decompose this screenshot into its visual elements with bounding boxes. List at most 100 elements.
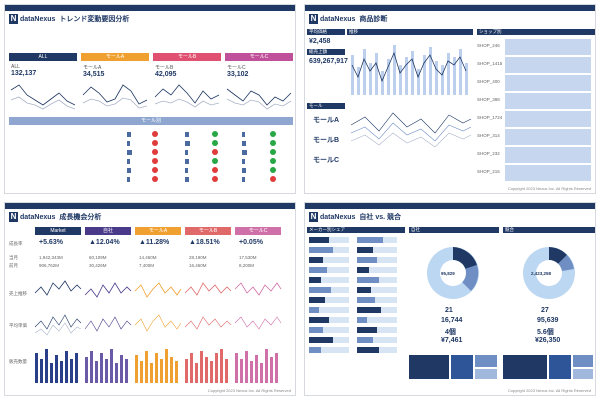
- shop-label[interactable]: SHOP_215: [477, 169, 500, 174]
- kpi1-label: 平均価格: [309, 29, 327, 34]
- chart-header: [347, 29, 473, 35]
- product-charts: [350, 39, 591, 181]
- kpi-mall-a: モールA 34,515: [83, 65, 105, 78]
- comp-stat: 5.6個: [537, 329, 554, 336]
- dashboard-growth: N dataNexus 成長機会分析 Market 自社 モールA モールB モ…: [4, 202, 296, 396]
- kpi1-value: ¥2,458: [309, 38, 331, 45]
- row-label-volume: 販売数量: [9, 359, 27, 364]
- logo: N dataNexus トレンド変動要因分析: [9, 14, 129, 24]
- comp-stat: 95,639: [537, 317, 559, 324]
- growth-value: ▲18.51%: [189, 239, 220, 246]
- shop-label[interactable]: SHOP_314: [477, 133, 500, 138]
- growth-value: ▲11.28%: [139, 239, 170, 246]
- own-stat: 4個: [445, 329, 456, 336]
- row-label-current: 当月: [9, 255, 18, 260]
- col-mall-a: モールA: [135, 227, 181, 235]
- band-mall-b: モールB: [153, 53, 221, 61]
- band-all: ALL: [9, 53, 77, 61]
- page-title: 商品診断: [359, 16, 388, 23]
- growth-charts: [34, 280, 282, 383]
- dashboard-trend: N dataNexus トレンド変動要因分析 ALL モールA モールB モール…: [4, 4, 296, 194]
- shop-label[interactable]: SHOP_232: [477, 151, 500, 156]
- current-value: 1,942,343M: [39, 255, 63, 260]
- logo: N dataNexus 商品診断: [309, 14, 387, 24]
- own-stat: 16,744: [441, 317, 463, 324]
- share-header: [307, 227, 405, 233]
- copyright: Copyright 2023 Nexus Inc. All Rights Res…: [207, 388, 291, 393]
- growth-value: +0.05%: [239, 239, 263, 246]
- mall-header: [307, 103, 345, 109]
- current-value: 14,460M: [139, 255, 157, 260]
- kpi-mall-c: モールC 33,102: [227, 65, 249, 78]
- top-bar: [5, 5, 295, 11]
- shop-label[interactable]: SHOP_1415: [477, 61, 503, 66]
- own-header: [409, 227, 499, 233]
- shop-header: [477, 29, 595, 35]
- kpi2-value: 639,267,917: [309, 58, 348, 65]
- logo-icon: N: [309, 212, 318, 222]
- row-label-avg-price: 平均単価: [9, 323, 27, 328]
- page-title: トレンド変動要因分析: [59, 16, 130, 23]
- current-value: 28,190M: [189, 255, 207, 260]
- band-mall-breakdown: モール別: [9, 117, 293, 125]
- own-center-value: 95,829: [441, 271, 455, 276]
- growth-value: ▲12.04%: [89, 239, 120, 246]
- current-value: 17,530M: [239, 255, 257, 260]
- comp-stat: 27: [541, 307, 549, 314]
- row-label-sales-trend: 売上推移: [9, 291, 27, 296]
- trend-lines: [10, 84, 292, 110]
- copyright: Copyright 2023 Nexus Inc. All Rights Res…: [507, 186, 591, 191]
- previous-value: 906,762M: [39, 263, 60, 268]
- row-label-previous: 前月: [9, 263, 18, 268]
- brand-name: dataNexus: [320, 15, 356, 23]
- top-bar: [305, 5, 595, 11]
- brand-name: dataNexus: [20, 213, 56, 221]
- kpi2-header: [307, 49, 345, 55]
- kpi-mall-b: モールB 42,095: [155, 65, 177, 78]
- mall-header-label: モール: [309, 103, 323, 108]
- logo-icon: N: [9, 212, 18, 222]
- current-value: 60,109M: [89, 255, 107, 260]
- row-label-growth: 成長率: [9, 241, 23, 246]
- logo: N dataNexus 成長機会分析: [9, 212, 101, 222]
- shop-label[interactable]: SHOP_246: [477, 43, 500, 48]
- mall-c-label: モールC: [313, 157, 340, 164]
- band-mall-c: モールC: [225, 53, 293, 61]
- col-mall-c: モールC: [235, 227, 281, 235]
- logo-icon: N: [309, 14, 318, 24]
- col-mall-b: モールB: [185, 227, 231, 235]
- copyright: Copyright 2023 Nexus Inc. All Rights Res…: [507, 388, 591, 393]
- previous-value: 7,400M: [139, 263, 155, 268]
- kpi2-label: 総売上額: [309, 49, 327, 54]
- dashboard-product: N dataNexus 商品診断 平均価格 ¥2,458 総売上額 639,26…: [304, 4, 596, 194]
- shop-label[interactable]: SHOP_1724: [477, 115, 503, 120]
- band-mall-a: モールA: [81, 53, 149, 61]
- shop-header-label: ショップ別: [479, 29, 502, 34]
- chart-title: 推移: [349, 29, 358, 34]
- previous-value: 16,460M: [189, 263, 207, 268]
- shop-label[interactable]: SHOP_400: [477, 79, 500, 84]
- own-stat: ¥7,461: [441, 337, 463, 344]
- share-charts: [309, 237, 593, 379]
- col-own: 自社: [85, 227, 131, 235]
- share-header-label: メーカー別シェア: [309, 227, 345, 232]
- own-header-label: 自社: [411, 227, 420, 232]
- shop-label[interactable]: SHOP_388: [477, 97, 500, 102]
- page-title: 成長機会分析: [59, 214, 102, 221]
- comp-stat: ¥26,350: [535, 337, 561, 344]
- factor-table: [127, 131, 276, 182]
- comp-header-label: 競合: [505, 227, 514, 232]
- top-bar: [305, 203, 595, 209]
- top-bar: [5, 203, 295, 209]
- mall-a-label: モールA: [313, 117, 340, 124]
- dashboard-competitor: N dataNexus 自社 vs. 競合 メーカー別シェア 自社 競合: [304, 202, 596, 396]
- logo: N dataNexus 自社 vs. 競合: [309, 212, 401, 222]
- growth-value: +5.63%: [39, 239, 63, 246]
- comp-center-value: 2,423,258: [531, 271, 552, 276]
- own-stat: 21: [445, 307, 453, 314]
- mall-b-label: モールB: [313, 137, 340, 144]
- kpi1-header: [307, 29, 345, 35]
- logo-icon: N: [9, 14, 18, 24]
- comp-header: [503, 227, 595, 233]
- previous-value: 8,200M: [239, 263, 255, 268]
